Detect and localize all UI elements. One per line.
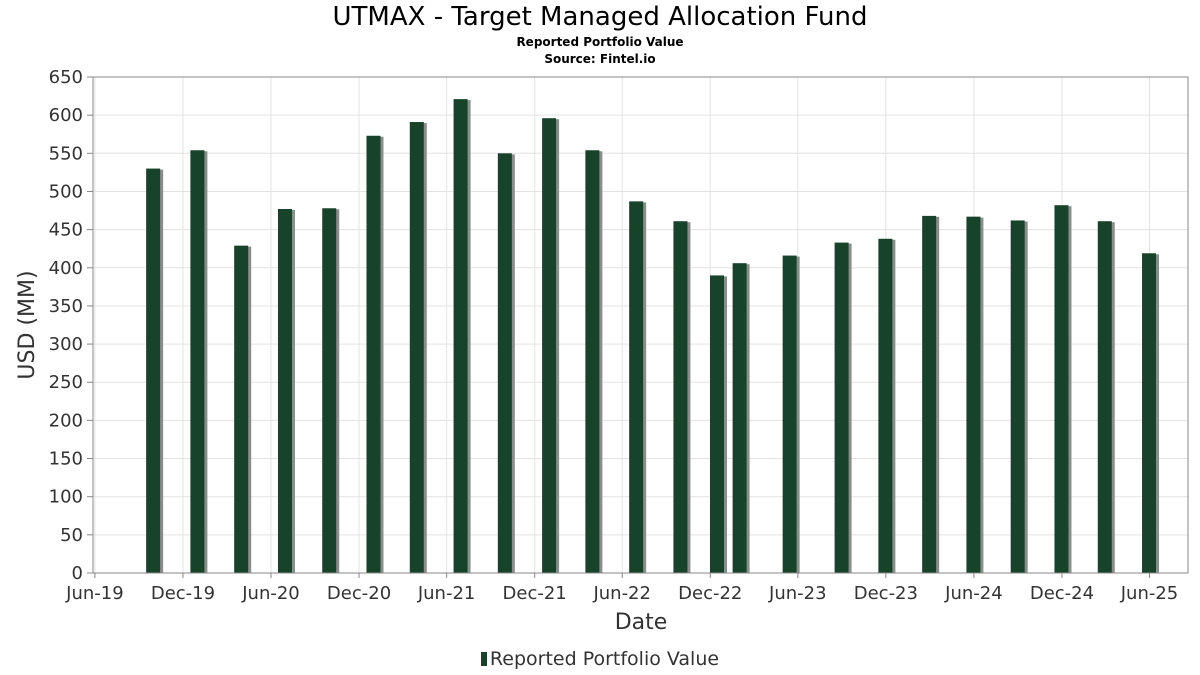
bar (542, 118, 557, 574)
x-tick-label: Dec-23 (854, 583, 918, 604)
x-tick-label: Jun-25 (1120, 583, 1179, 604)
bar (190, 150, 205, 574)
bar (966, 216, 981, 574)
bar (1010, 220, 1025, 573)
x-tick-label: Dec-20 (327, 583, 391, 604)
bar (322, 208, 337, 573)
chart-title: UTMAX - Target Managed Allocation Fund (332, 2, 868, 32)
y-tick-label: 250 (49, 372, 83, 393)
bar (834, 242, 849, 573)
chart-source: Source: Fintel.io (544, 52, 656, 66)
y-axis-label: USD (MM) (15, 270, 40, 379)
y-tick-label: 300 (49, 334, 83, 355)
y-tick-label: 400 (49, 258, 83, 279)
bar (234, 245, 249, 573)
bar (146, 168, 161, 574)
x-tick-label: Jun-20 (241, 583, 300, 604)
x-tick-label: Jun-22 (592, 583, 651, 604)
legend: Reported Portfolio Value (0, 648, 1200, 670)
x-tick-label: Jun-23 (768, 583, 827, 604)
bar (1054, 205, 1069, 573)
y-tick-label: 650 (49, 67, 83, 88)
bar (732, 263, 747, 573)
x-tick-label: Dec-24 (1030, 583, 1094, 604)
x-tick-label: Jun-19 (65, 583, 124, 604)
x-tick-label: Dec-21 (503, 583, 567, 604)
bars (146, 99, 1160, 574)
bar (366, 135, 381, 573)
chart-subtitle: Reported Portfolio Value (516, 35, 684, 49)
x-tick-label: Dec-22 (678, 583, 742, 604)
bar (1097, 221, 1112, 573)
bar (673, 221, 688, 573)
bar (1142, 253, 1157, 574)
bar (277, 209, 292, 573)
y-tick-label: 0 (72, 563, 83, 584)
y-tick-label: 450 (49, 220, 83, 241)
bar (629, 201, 644, 574)
y-tick-label: 500 (49, 181, 83, 202)
bar (709, 275, 724, 573)
bar (497, 153, 512, 574)
bar (453, 99, 468, 573)
y-tick-label: 200 (49, 410, 83, 431)
bar (585, 150, 600, 574)
x-tick-label: Jun-21 (417, 583, 476, 604)
legend-swatch (480, 652, 487, 666)
plot-frame (92, 76, 1189, 574)
bar (922, 215, 937, 573)
bar (878, 238, 893, 573)
axes: 0 50 100 150 200 250 300 350 400 450 500 550 600 650 J… (49, 67, 1179, 604)
x-axis-label: Date (615, 610, 668, 635)
y-tick-label: 350 (49, 296, 83, 317)
legend-label: Reported Portfolio Value (489, 648, 720, 670)
y-tick-label: 550 (49, 143, 83, 164)
y-tick-label: 600 (49, 105, 83, 126)
x-tick-label: Jun-24 (944, 583, 1003, 604)
x-tick-label: Dec-19 (151, 583, 215, 604)
y-tick-label: 50 (60, 525, 83, 546)
bar (782, 255, 797, 573)
y-tick-label: 100 (49, 487, 83, 508)
bar (409, 122, 424, 573)
y-tick-label: 150 (49, 449, 83, 470)
